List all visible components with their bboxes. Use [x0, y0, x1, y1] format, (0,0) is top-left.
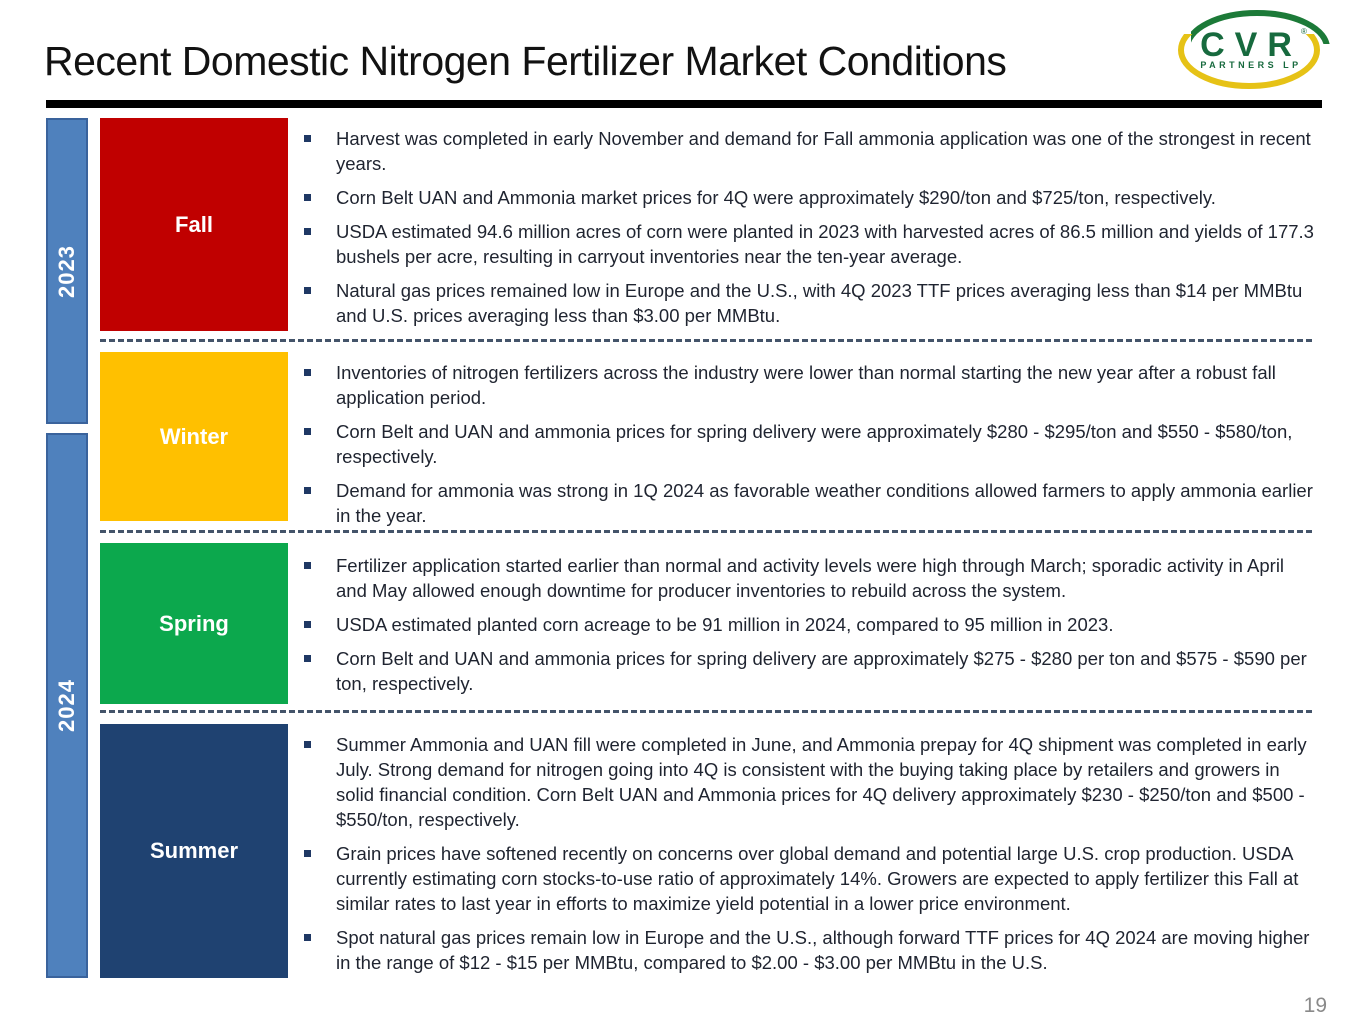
bullet-item: Grain prices have softened recently on c… — [300, 841, 1318, 916]
bullet-item: USDA estimated planted corn acreage to b… — [300, 612, 1318, 637]
season-box-fall: Fall — [100, 118, 288, 331]
title-underline — [46, 100, 1322, 108]
bullet-item: Fertilizer application started earlier t… — [300, 553, 1318, 603]
cvr-partners-logo: CVR ® PARTNERS LP — [1178, 10, 1330, 89]
bullet-item: Demand for ammonia was strong in 1Q 2024… — [300, 478, 1318, 528]
season-box-winter: Winter — [100, 352, 288, 521]
section-divider — [100, 339, 1312, 342]
season-label: Summer — [149, 838, 239, 863]
page-number: 19 — [1303, 994, 1327, 1017]
year-bar-2023: 2023 — [46, 118, 88, 424]
logo-swoosh-green — [1191, 10, 1330, 44]
page-title: Recent Domestic Nitrogen Fertilizer Mark… — [44, 38, 1007, 84]
bullet-item: Corn Belt UAN and Ammonia market prices … — [300, 185, 1318, 210]
bullet-list-winter: Inventories of nitrogen fertilizers acro… — [300, 360, 1318, 537]
season-label: Winter — [159, 423, 229, 449]
bullet-item: Inventories of nitrogen fertilizers acro… — [300, 360, 1318, 410]
year-bar-2024: 2024 — [46, 433, 88, 978]
year-label: 2024 — [54, 679, 79, 732]
year-label: 2023 — [54, 244, 79, 298]
season-box-spring: Spring — [100, 543, 288, 704]
logo-subtext: PARTNERS LP — [1200, 60, 1301, 70]
bullet-item: Harvest was completed in early November … — [300, 126, 1318, 176]
logo-swoosh-yellow — [1178, 34, 1320, 89]
bullet-item: Spot natural gas prices remain low in Eu… — [300, 925, 1318, 975]
season-label: Spring — [159, 610, 229, 636]
bullet-item: USDA estimated 94.6 million acres of cor… — [300, 219, 1318, 269]
bullet-list-summer: Summer Ammonia and UAN fill were complet… — [300, 732, 1318, 984]
season-label: Fall — [175, 211, 213, 237]
bullet-list-spring: Fertilizer application started earlier t… — [300, 553, 1318, 705]
bullet-item: Corn Belt and UAN and ammonia prices for… — [300, 646, 1318, 696]
bullet-list-fall: Harvest was completed in early November … — [300, 126, 1318, 337]
section-divider — [100, 530, 1312, 533]
section-divider — [100, 710, 1312, 713]
bullet-item: Summer Ammonia and UAN fill were complet… — [300, 732, 1318, 832]
bullet-item: Natural gas prices remained low in Europ… — [300, 278, 1318, 328]
logo-text: CVR — [1200, 26, 1302, 64]
season-box-summer: Summer — [100, 724, 288, 978]
bullet-item: Corn Belt and UAN and ammonia prices for… — [300, 419, 1318, 469]
logo-trademark: ® — [1301, 27, 1307, 36]
